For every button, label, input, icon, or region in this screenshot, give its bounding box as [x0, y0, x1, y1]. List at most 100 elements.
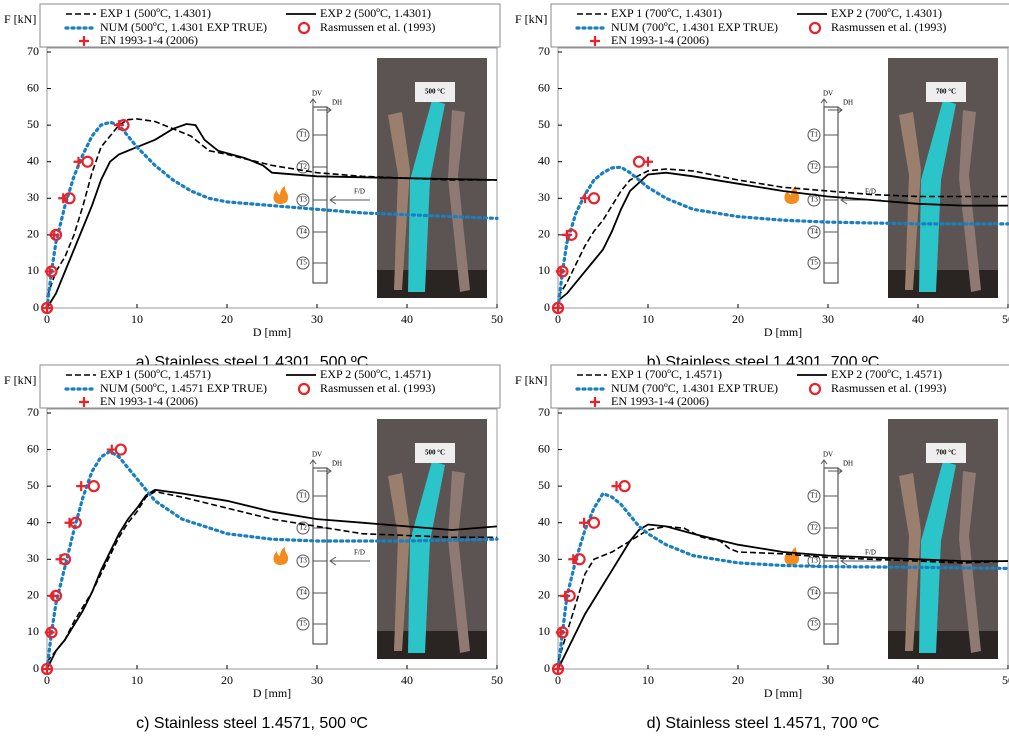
- legend-label: EN 1993-1-4 (2006): [611, 394, 709, 408]
- photo-label: 500 °C: [425, 449, 445, 457]
- diagram-label: DH: [843, 460, 853, 468]
- legend-label: EXP 1 (700ºC, 1.4301): [611, 6, 722, 20]
- y-tick-label: 50: [27, 117, 39, 131]
- series-line: [557, 171, 1008, 302]
- y-tick-label: 10: [27, 624, 39, 638]
- x-axis-label: D [mm]: [764, 325, 802, 339]
- x-tick-label: 0: [555, 312, 561, 326]
- x-tick-label: 20: [732, 312, 744, 326]
- diagram-label: T1: [810, 131, 818, 139]
- station: [296, 193, 310, 207]
- caption: c) Stainless steel 1.4571, 500 ºC: [136, 715, 368, 732]
- diagram-label: F/D: [354, 188, 365, 196]
- series-line: [557, 525, 1009, 662]
- x-tick-label: 40: [401, 312, 413, 326]
- column: [312, 467, 328, 645]
- center-specimen: [408, 100, 445, 292]
- specimen-photo: 700 °C: [888, 58, 998, 298]
- load-arrow: [329, 556, 370, 566]
- legend-label: Rasmussen et al. (1993): [831, 20, 946, 34]
- x-tick-label: 30: [311, 673, 323, 687]
- y-tick-label: 70: [27, 44, 39, 58]
- x-tick-label: 20: [732, 673, 744, 687]
- data-point: [553, 303, 563, 313]
- dv-arrow: [820, 98, 828, 107]
- x-tick-label: 30: [822, 673, 834, 687]
- photo-label-box: [926, 443, 966, 463]
- left-specimen: [899, 112, 921, 290]
- column: [312, 106, 328, 284]
- x-tick-label: 50: [1002, 312, 1009, 326]
- test-diagram: DV DH T1 T2 T3 T4 T5 F/D: [296, 90, 370, 284]
- y-tick-label: 30: [538, 551, 550, 565]
- dh-arrow: [317, 467, 332, 475]
- diagram-label: F/D: [865, 188, 876, 196]
- diagram-label: DV: [312, 90, 322, 98]
- photo-floor: [888, 270, 998, 298]
- y-axis-label: F [kN]: [4, 373, 36, 387]
- x-tick-label: 0: [44, 673, 50, 687]
- photo-floor: [888, 631, 998, 659]
- series-line: [557, 168, 1008, 298]
- legend-marker: [79, 397, 89, 407]
- data-point: [114, 120, 124, 131]
- legend-label: EXP 2 (700ºC, 1.4301): [831, 6, 942, 20]
- diagram-label: T4: [810, 228, 818, 236]
- center-specimen: [919, 100, 956, 292]
- x-tick-label: 10: [642, 312, 654, 326]
- y-tick-label: 20: [27, 227, 39, 241]
- y-tick-label: 0: [544, 300, 550, 314]
- x-tick-label: 10: [642, 673, 654, 687]
- right-specimen: [448, 471, 470, 653]
- y-tick-label: 50: [27, 478, 39, 492]
- station: [807, 617, 821, 631]
- y-tick-label: 10: [538, 263, 550, 277]
- data-point: [58, 193, 69, 204]
- data-point: [49, 229, 60, 240]
- legend-label: EXP 1 (700ºC, 1.4571): [611, 367, 722, 381]
- series-line: [46, 488, 498, 670]
- y-tick-label: 20: [538, 227, 550, 241]
- series-line: [45, 449, 499, 671]
- diagram-label: T4: [299, 589, 307, 597]
- data-point: [114, 443, 127, 456]
- diagram-label: DV: [823, 90, 833, 98]
- dh-arrow: [828, 106, 843, 114]
- y-tick-label: 60: [27, 441, 39, 455]
- data-point: [611, 481, 622, 492]
- dh-arrow: [317, 106, 332, 114]
- data-point: [42, 303, 52, 313]
- y-tick-label: 40: [27, 514, 39, 528]
- x-tick-label: 0: [44, 312, 50, 326]
- station: [807, 489, 821, 503]
- data-point: [44, 266, 55, 277]
- legend-marker: [808, 21, 822, 35]
- station: [296, 225, 310, 239]
- series-line: [45, 120, 499, 310]
- legend-marker: [590, 36, 600, 46]
- legend-marker: [79, 36, 89, 46]
- x-tick-label: 20: [221, 312, 233, 326]
- data-point: [587, 516, 601, 529]
- station: [296, 617, 310, 631]
- y-tick-label: 20: [27, 588, 39, 602]
- data-point: [553, 664, 563, 674]
- legend-label: EN 1993-1-4 (2006): [100, 394, 198, 408]
- chart-panel: F [kN] D [mm] c) Stainless steel 1.4571, 5…: [4, 364, 503, 732]
- x-tick-label: 20: [221, 673, 233, 687]
- data-point: [555, 266, 566, 277]
- fire-icon: [273, 186, 289, 204]
- x-tick-label: 10: [131, 673, 143, 687]
- diagram-label: T1: [299, 131, 307, 139]
- center-specimen: [919, 461, 956, 653]
- diagram-label: T2: [299, 524, 307, 532]
- legend-label: Rasmussen et al. (1993): [831, 381, 946, 395]
- specimen-photo: 700 °C: [888, 419, 998, 659]
- legend-label: EN 1993-1-4 (2006): [100, 33, 198, 47]
- station: [296, 489, 310, 503]
- data-point: [48, 590, 59, 601]
- station: [296, 521, 310, 535]
- diagram-label: T5: [299, 259, 307, 267]
- y-tick-label: 70: [538, 44, 550, 58]
- chart-panel: F [kN]D [mm]b) Stainless steel 1.4301, 7…: [515, 3, 1009, 371]
